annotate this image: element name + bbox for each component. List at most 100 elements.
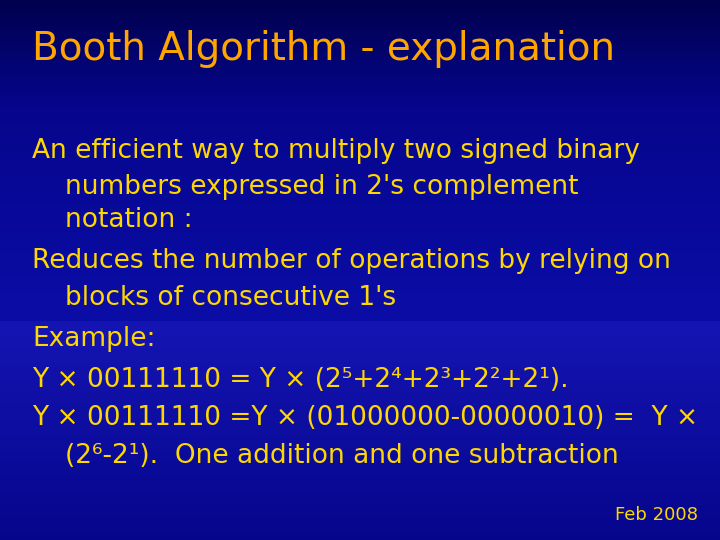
Bar	[0, 375, 720, 378]
Bar	[0, 119, 720, 122]
Bar	[0, 265, 720, 267]
Bar	[0, 68, 720, 70]
Bar	[0, 292, 720, 294]
Bar	[0, 402, 720, 405]
Bar	[0, 362, 720, 364]
Bar	[0, 448, 720, 451]
Bar	[0, 127, 720, 130]
Bar	[0, 270, 720, 273]
Bar	[0, 5, 720, 8]
Bar	[0, 338, 720, 340]
Bar	[0, 405, 720, 408]
Bar	[0, 518, 720, 521]
Bar	[0, 319, 720, 321]
Bar	[0, 246, 720, 248]
Bar	[0, 8, 720, 11]
Bar	[0, 108, 720, 111]
Bar	[0, 105, 720, 108]
Bar	[0, 35, 720, 38]
Bar	[0, 238, 720, 240]
Bar	[0, 116, 720, 119]
Bar	[0, 113, 720, 116]
Bar	[0, 510, 720, 513]
Bar	[0, 356, 720, 359]
Bar	[0, 478, 720, 481]
Bar	[0, 262, 720, 265]
Bar	[0, 470, 720, 472]
Bar	[0, 400, 720, 402]
Bar	[0, 192, 720, 194]
Bar	[0, 464, 720, 467]
Bar	[0, 200, 720, 202]
Bar	[0, 57, 720, 59]
Bar	[0, 332, 720, 335]
Bar	[0, 243, 720, 246]
Bar	[0, 313, 720, 316]
Bar	[0, 267, 720, 270]
Bar	[0, 424, 720, 427]
Bar	[0, 213, 720, 216]
Bar	[0, 346, 720, 348]
Bar	[0, 92, 720, 94]
Bar	[0, 381, 720, 383]
Bar	[0, 383, 720, 386]
Bar	[0, 354, 720, 356]
Bar	[0, 62, 720, 65]
Bar	[0, 373, 720, 375]
Bar	[0, 278, 720, 281]
Bar	[0, 178, 720, 181]
Bar	[0, 427, 720, 429]
Bar	[0, 281, 720, 284]
Bar	[0, 5, 720, 8]
Bar	[0, 389, 720, 392]
Bar	[0, 173, 720, 176]
Bar	[0, 57, 720, 59]
Bar	[0, 14, 720, 16]
Bar	[0, 113, 720, 116]
Bar	[0, 483, 720, 486]
Bar	[0, 76, 720, 78]
Bar	[0, 354, 720, 356]
Bar	[0, 40, 720, 43]
Bar	[0, 105, 720, 108]
Bar	[0, 22, 720, 24]
Bar	[0, 211, 720, 213]
Text: Y × 00111110 =Y × (01000000-00000010) =  Y ×: Y × 00111110 =Y × (01000000-00000010) = …	[32, 405, 698, 431]
Bar	[0, 262, 720, 265]
Bar	[0, 122, 720, 124]
Bar	[0, 68, 720, 70]
Bar	[0, 537, 720, 540]
Bar	[0, 227, 720, 229]
Bar	[0, 535, 720, 537]
Bar	[0, 197, 720, 200]
Bar	[0, 173, 720, 176]
Bar	[0, 472, 720, 475]
Bar	[0, 176, 720, 178]
Bar	[0, 418, 720, 421]
Bar	[0, 132, 720, 135]
Bar	[0, 302, 720, 305]
Bar	[0, 230, 720, 232]
Text: notation :: notation :	[65, 207, 192, 233]
Bar	[0, 224, 720, 227]
Bar	[0, 208, 720, 211]
Bar	[0, 338, 720, 340]
Bar	[0, 138, 720, 140]
Bar	[0, 413, 720, 416]
Bar	[0, 205, 720, 208]
Bar	[0, 424, 720, 427]
Bar	[0, 11, 720, 14]
Bar	[0, 491, 720, 494]
Bar	[0, 11, 720, 14]
Bar	[0, 27, 720, 30]
Bar	[0, 351, 720, 354]
Bar	[0, 335, 720, 338]
Bar	[0, 467, 720, 470]
Bar	[0, 159, 720, 162]
Bar	[0, 392, 720, 394]
Bar	[0, 310, 720, 313]
Bar	[0, 119, 720, 122]
Bar	[0, 216, 720, 219]
Bar	[0, 432, 720, 435]
Bar	[0, 370, 720, 373]
